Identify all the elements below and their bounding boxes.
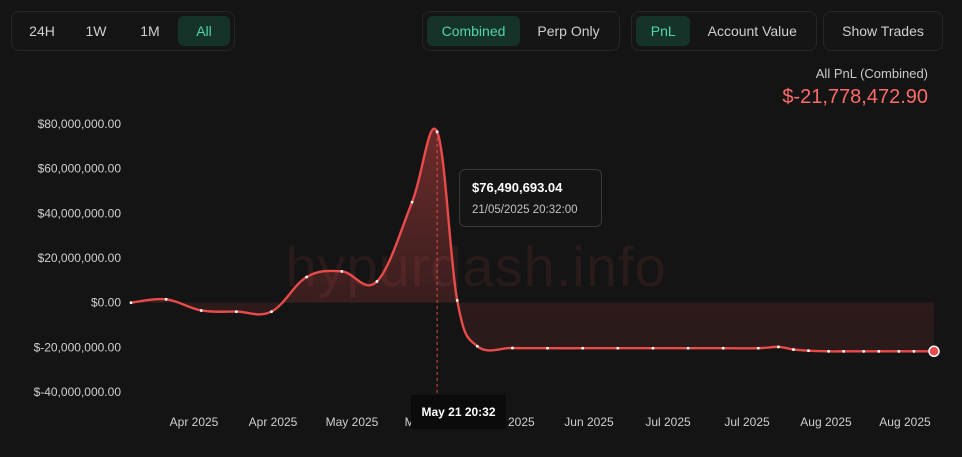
x-tick-label: Jul 2025	[724, 415, 770, 429]
data-point	[792, 348, 795, 351]
x-tick-label: Aug 2025	[800, 415, 852, 429]
metric-selector: PnL Account Value	[631, 11, 817, 51]
data-point	[164, 297, 168, 301]
data-point	[475, 344, 479, 348]
data-point	[777, 345, 780, 349]
pnl-button[interactable]: PnL	[636, 16, 691, 46]
range-1m-button[interactable]: 1M	[140, 23, 160, 39]
data-point	[199, 309, 203, 312]
range-1w-button[interactable]: 1W	[85, 23, 107, 39]
data-point	[827, 349, 831, 353]
range-all-button[interactable]: All	[178, 16, 230, 46]
data-point	[686, 346, 690, 350]
y-axis: $80,000,000.00 $60,000,000.00 $40,000,000.…	[34, 117, 122, 399]
summary-label: All PnL (Combined)	[815, 66, 928, 81]
data-point	[435, 130, 439, 134]
zero-band	[131, 302, 934, 352]
data-point	[410, 200, 414, 204]
data-point	[546, 346, 549, 350]
data-point	[877, 349, 881, 353]
data-point	[581, 346, 585, 350]
y-tick-label: $-40,000,000.00	[34, 385, 122, 399]
data-point	[455, 299, 459, 302]
last-data-point	[928, 345, 940, 358]
perp-only-button[interactable]: Perp Only	[537, 23, 600, 39]
data-point	[305, 275, 309, 279]
x-tick-label: Apr 2025	[249, 415, 298, 429]
data-point	[270, 310, 273, 313]
y-tick-label: $80,000,000.00	[38, 117, 122, 131]
data-point	[234, 310, 238, 313]
summary-value: $-21,778,472.90	[782, 86, 928, 108]
data-point	[129, 301, 133, 305]
data-point	[807, 349, 810, 353]
x-tick-label: May 2025	[326, 415, 379, 429]
data-point	[897, 349, 901, 353]
data-point	[651, 346, 655, 350]
y-tick-label: $0.00	[91, 296, 121, 310]
x-tick-label: Aug 2025	[879, 415, 931, 429]
time-range-selector: 24H 1W 1M All	[11, 11, 235, 51]
y-tick-label: $40,000,000.00	[38, 206, 122, 220]
x-tick-label: Jul 2025	[645, 415, 691, 429]
y-tick-label: $-20,000,000.00	[34, 340, 122, 354]
x-tick-label: Jun 2025	[564, 415, 614, 429]
y-tick-label: $60,000,000.00	[38, 162, 122, 176]
crosshair-time-label: May 21 20:32	[411, 395, 506, 429]
data-point	[756, 346, 760, 350]
data-points	[129, 130, 940, 358]
data-point	[375, 280, 379, 283]
tooltip-date: 21/05/2025 20:32:00	[472, 204, 578, 216]
show-trades-container: Show Trades	[823, 11, 943, 51]
tooltip: $76,490,693.04 21/05/2025 20:32:00	[459, 169, 602, 227]
x-tick-label: Apr 2025	[170, 415, 219, 429]
tooltip-value: $76,490,693.04	[472, 180, 563, 195]
data-point	[511, 346, 514, 350]
area-positive	[131, 128, 458, 303]
combined-button[interactable]: Combined	[427, 16, 520, 46]
y-tick-label: $20,000,000.00	[38, 251, 122, 265]
data-point	[340, 270, 344, 273]
data-point	[842, 349, 846, 353]
data-point	[912, 349, 916, 353]
account-value-button[interactable]: Account Value	[707, 23, 797, 39]
data-point	[721, 346, 725, 350]
mode-selector: Combined Perp Only	[422, 11, 620, 51]
data-point	[616, 346, 620, 350]
range-24h-button[interactable]: 24H	[29, 23, 55, 39]
show-trades-button[interactable]: Show Trades	[842, 23, 924, 39]
data-point	[862, 349, 866, 353]
